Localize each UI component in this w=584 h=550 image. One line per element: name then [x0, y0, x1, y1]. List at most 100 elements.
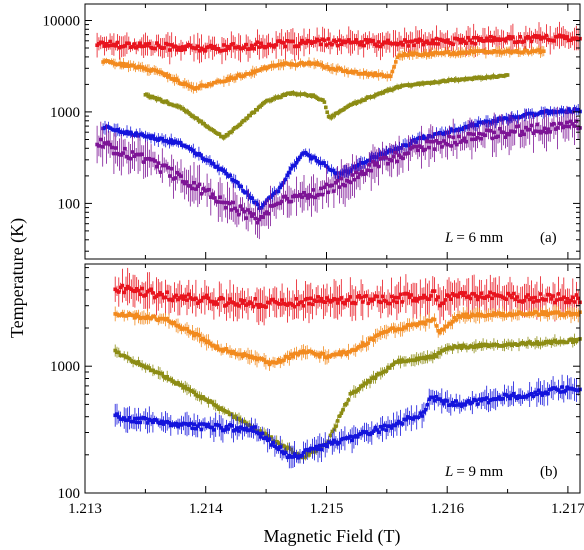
data-point	[223, 79, 228, 83]
data-point	[386, 38, 390, 43]
data-point	[258, 435, 263, 439]
data-point	[270, 204, 275, 208]
data-point	[100, 145, 105, 149]
data-point	[316, 447, 320, 451]
data-point	[132, 42, 137, 46]
data-point	[552, 121, 556, 126]
data-point	[123, 146, 127, 151]
data-point	[393, 41, 398, 46]
data-point	[391, 326, 396, 330]
data-point	[572, 300, 577, 304]
data-point	[354, 38, 359, 42]
data-point	[560, 385, 564, 389]
data-point	[438, 141, 442, 145]
data-point	[333, 171, 337, 176]
data-point	[128, 156, 133, 161]
data-point	[339, 67, 344, 72]
data-point	[294, 44, 299, 48]
data-point	[574, 293, 579, 297]
data-point	[177, 45, 181, 50]
data-point	[388, 74, 393, 79]
data-point	[464, 124, 468, 129]
data-point	[322, 100, 327, 104]
data-point	[524, 36, 528, 40]
data-point	[319, 351, 324, 356]
data-point	[475, 136, 480, 140]
data-point	[316, 159, 321, 164]
data-point	[117, 152, 122, 157]
data-point	[244, 190, 249, 194]
data-point	[147, 134, 151, 138]
data-point	[373, 425, 378, 430]
data-point	[337, 350, 342, 354]
data-point	[257, 217, 262, 222]
data-point	[249, 72, 253, 76]
data-point	[503, 39, 508, 43]
data-point	[458, 40, 463, 45]
data-point	[408, 147, 413, 151]
data-point	[443, 298, 448, 302]
data-point	[263, 211, 267, 216]
data-point	[314, 444, 318, 449]
data-point	[438, 303, 442, 308]
data-point	[131, 313, 135, 318]
data-point	[393, 150, 398, 155]
data-point	[272, 45, 276, 49]
data-point	[503, 135, 508, 139]
data-point	[267, 362, 272, 367]
data-point	[227, 46, 232, 51]
data-point	[423, 136, 428, 141]
panel-a-length-label: L = 6 mm	[444, 230, 503, 246]
data-point	[309, 41, 314, 45]
data-point	[451, 135, 455, 140]
data-point	[535, 299, 539, 303]
data-point	[210, 400, 214, 405]
data-point	[113, 44, 118, 48]
panel-a-series-3	[143, 72, 510, 141]
data-point	[458, 402, 462, 406]
data-point	[289, 302, 293, 306]
data-point	[224, 347, 229, 351]
data-point	[330, 183, 334, 188]
data-point	[565, 385, 570, 389]
data-point	[256, 202, 260, 207]
data-point	[458, 127, 463, 131]
data-point	[418, 411, 423, 415]
data-point	[173, 44, 178, 48]
data-point	[165, 317, 169, 321]
data-point	[115, 412, 119, 416]
data-point	[136, 416, 141, 421]
data-point	[181, 45, 185, 49]
data-point	[539, 37, 543, 41]
data-point	[530, 111, 534, 116]
data-point	[399, 146, 404, 150]
data-point	[294, 161, 299, 165]
data-point	[427, 145, 431, 150]
data-point	[467, 51, 471, 55]
data-point	[199, 119, 204, 124]
data-point	[516, 124, 521, 128]
data-point	[307, 153, 312, 158]
data-point	[389, 426, 394, 430]
data-point	[360, 169, 364, 174]
data-point	[471, 35, 476, 40]
data-point	[389, 363, 394, 367]
data-point	[207, 187, 211, 192]
data-point	[430, 38, 435, 42]
data-point	[319, 186, 323, 191]
data-point	[393, 423, 397, 428]
data-point	[145, 43, 150, 48]
data-point	[136, 152, 140, 157]
data-point	[125, 154, 129, 159]
data-point	[511, 391, 516, 396]
data-point	[520, 129, 524, 134]
data-point	[125, 418, 130, 422]
data-point	[226, 133, 230, 137]
data-point	[432, 353, 437, 357]
data-point	[176, 78, 180, 83]
data-point	[119, 130, 124, 135]
data-point	[354, 170, 359, 175]
data-point	[223, 205, 228, 210]
data-point	[171, 141, 175, 145]
data-point	[305, 296, 309, 301]
